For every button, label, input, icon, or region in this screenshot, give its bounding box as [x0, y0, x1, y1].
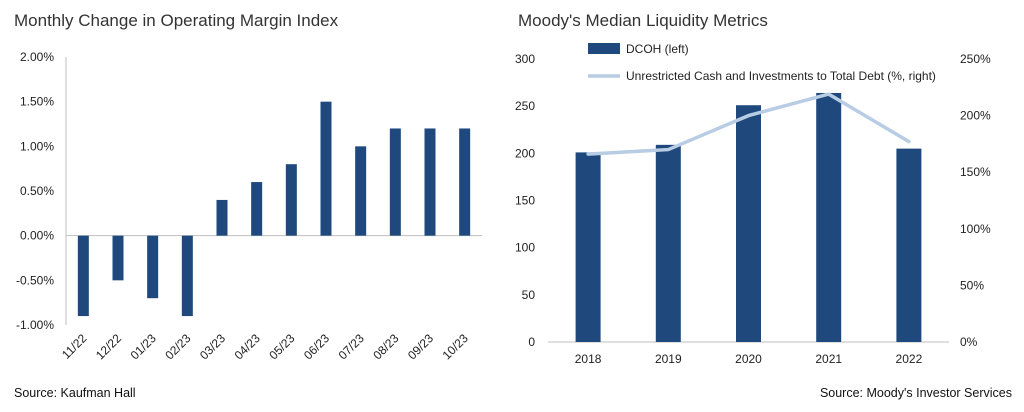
left-bar [459, 128, 471, 236]
left-y-tick-label: 1.50% [20, 95, 54, 109]
left-chart-title: Monthly Change in Operating Margin Index [14, 11, 339, 30]
left-bar [112, 235, 124, 281]
left-y-tick-label: -1.00% [16, 318, 54, 332]
left-bar [216, 199, 228, 236]
left-y-tick-label: -0.50% [16, 273, 54, 287]
right-right-y-tick-label: 0% [960, 335, 978, 349]
right-left-y-tick-label: 50 [522, 288, 536, 302]
left-x-tick-label: 12/22 [93, 331, 124, 362]
left-x-tick-label: 09/23 [405, 331, 436, 362]
left-bar [147, 235, 159, 299]
right-bar [896, 148, 922, 342]
left-x-tick-label: 08/23 [370, 331, 401, 362]
left-bar [320, 101, 332, 236]
left-y-tick-label: 2.00% [20, 50, 54, 64]
right-bar [816, 92, 842, 343]
left-bar [424, 128, 436, 236]
right-x-tick-label: 2020 [735, 352, 762, 366]
left-x-tick-label: 01/23 [128, 331, 159, 362]
left-y-tick-label: 0.50% [20, 184, 54, 198]
right-left-y-tick-label: 300 [515, 52, 535, 66]
right-right-y-tick-label: 250% [960, 52, 991, 66]
legend-label-dcoh: DCOH (left) [626, 42, 689, 56]
left-x-tick-label: 10/23 [440, 331, 471, 362]
left-x-tick-label: 07/23 [336, 331, 367, 362]
left-x-tick-label: 05/23 [266, 331, 297, 362]
right-left-y-tick-label: 250 [515, 99, 535, 113]
right-chart-source: Source: Moody's Investor Services [819, 386, 1012, 400]
left-x-tick-label: 11/22 [59, 331, 90, 362]
right-left-y-tick-label: 150 [515, 194, 535, 208]
right-right-y-tick-label: 100% [960, 222, 991, 236]
left-y-tick-label: 0.00% [20, 229, 54, 243]
left-x-tick-label: 06/23 [301, 331, 332, 362]
right-right-y-tick-label: 50% [960, 278, 984, 292]
right-bar [736, 105, 761, 343]
right-bar [575, 152, 601, 342]
left-bar [389, 128, 401, 236]
left-x-tick-label: 04/23 [232, 331, 263, 362]
legend-swatch-dcoh [588, 43, 620, 54]
left-bar [181, 235, 193, 317]
right-x-tick-label: 2022 [896, 352, 923, 366]
right-bar [655, 144, 681, 342]
left-bar [77, 235, 89, 317]
left-y-tick-label: 1.00% [20, 139, 54, 153]
right-right-y-tick-label: 200% [960, 109, 991, 123]
right-x-tick-label: 2018 [575, 352, 602, 366]
legend-label-cash-debt: Unrestricted Cash and Investments to Tot… [626, 69, 936, 83]
left-bar [355, 146, 367, 236]
right-right-y-tick-label: 150% [960, 165, 991, 179]
right-left-y-tick-label: 100 [515, 241, 535, 255]
left-x-tick-label: 02/23 [162, 331, 193, 362]
right-x-tick-label: 2021 [815, 352, 842, 366]
left-x-tick-label: 03/23 [197, 331, 228, 362]
right-chart-title: Moody's Median Liquidity Metrics [518, 11, 768, 30]
right-x-tick-label: 2019 [655, 352, 682, 366]
left-bar [285, 164, 297, 236]
right-left-y-tick-label: 0 [528, 335, 535, 349]
right-line-series [586, 92, 911, 156]
left-chart-source: Source: Kaufman Hall [14, 386, 136, 400]
right-left-y-tick-label: 200 [515, 146, 535, 160]
left-bar [251, 182, 263, 236]
